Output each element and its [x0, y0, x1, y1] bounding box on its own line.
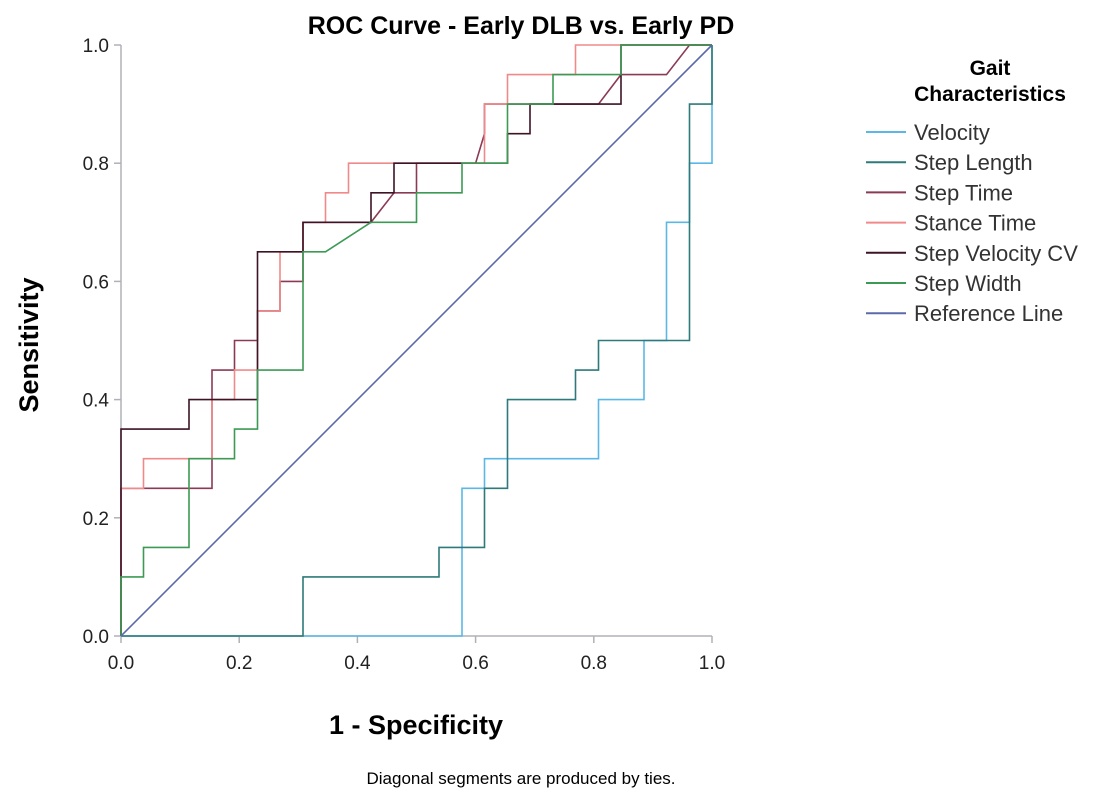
y-tick-label: 0.2 [83, 509, 109, 530]
axes: 0.0 0.2 0.4 0.6 0.8 1.0 0.0 0.2 0.4 0.6 0.8 1.0 [83, 36, 726, 674]
x-axis-title: 1 - Specificity [329, 710, 503, 740]
legend-title-line: Gait [970, 57, 1011, 80]
legend-label-step-width: Step Width [914, 271, 1022, 296]
legend-label-velocity: Velocity [914, 120, 990, 145]
x-tick-label: 1.0 [699, 653, 725, 674]
legend: Gait Characteristics Velocity Step Length St… [866, 57, 1078, 326]
legend-label-step-length: Step Length [914, 150, 1033, 175]
series-line-reference-line [120, 44, 713, 637]
series-line-step-width [120, 44, 712, 636]
y-tick-label: 0.4 [83, 391, 110, 412]
x-tick-label: 0.6 [462, 653, 488, 674]
series-line-step-length [121, 45, 713, 637]
x-tick-label: 0.0 [108, 653, 134, 674]
legend-label-reference-line: Reference Line [914, 301, 1063, 326]
y-tick-label: 1.0 [83, 36, 109, 57]
x-tick-label: 0.8 [581, 653, 607, 674]
legend-label-stance-time: Stance Time [914, 211, 1036, 236]
footnote: Diagonal segments are produced by ties. [366, 769, 675, 788]
y-tick-label: 0.8 [83, 154, 109, 175]
series-line-step-velocity-cv [120, 44, 712, 636]
x-tick-label: 0.2 [226, 653, 252, 674]
y-tick-label: 0.0 [83, 627, 109, 648]
legend-label-step-velocity-cv: Step Velocity CV [914, 241, 1078, 266]
chart-title: ROC Curve - Early DLB vs. Early PD [308, 12, 735, 40]
y-tick-label: 0.6 [83, 272, 109, 293]
x-tick-label: 0.4 [344, 653, 371, 674]
legend-title-line: Characteristics [914, 83, 1066, 106]
legend-label-step-time: Step Time [914, 180, 1013, 205]
y-axis-title: Sensitivity [14, 277, 44, 412]
series-lines [120, 44, 713, 637]
